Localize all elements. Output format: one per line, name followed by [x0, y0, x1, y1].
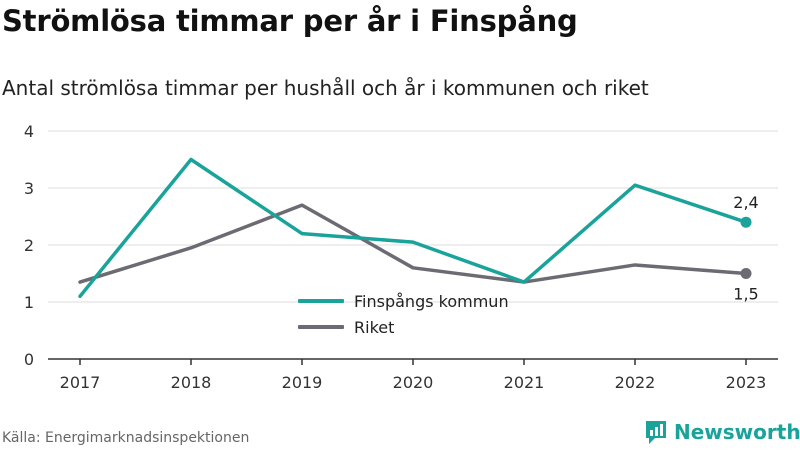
source-note: Källa: Energimarknadsinspektionen: [2, 430, 250, 446]
y-tick-label: 0: [24, 350, 34, 369]
x-tick-label: 2021: [504, 373, 545, 392]
legend: Finspångs kommun Riket: [298, 288, 509, 340]
data-label-riket-2023: 1,5: [733, 285, 758, 304]
x-tick-label: 2020: [393, 373, 434, 392]
series-line-finspang: [78, 157, 748, 299]
chart-title: Strömlösa timmar per år i Finspång: [2, 4, 578, 38]
newsworthy-logo-icon: [646, 421, 666, 444]
data-label-finspang-2023: 2,4: [733, 193, 758, 212]
x-tick-label: 2018: [171, 373, 212, 392]
legend-item-finspang: Finspångs kommun: [298, 288, 509, 314]
y-tick-label: 1: [24, 293, 34, 312]
y-tick-label: 3: [24, 179, 34, 198]
x-tick-label: 2017: [60, 373, 101, 392]
endpoint-marker-finspang: [740, 216, 752, 228]
legend-item-riket: Riket: [298, 314, 509, 340]
y-tick-label: 2: [24, 236, 34, 255]
legend-label-riket: Riket: [354, 317, 395, 337]
brand-logo: Newsworthy: [644, 419, 800, 445]
legend-swatch-riket: [298, 325, 344, 329]
y-tick-label: 4: [24, 122, 34, 141]
legend-label-finspang: Finspångs kommun: [354, 291, 509, 311]
x-tick-label: 2019: [282, 373, 323, 392]
endpoint-marker-riket: [740, 268, 752, 279]
legend-swatch-finspang: [298, 299, 344, 303]
series-line-riket: [78, 203, 748, 284]
brand-name: Newsworthy: [674, 420, 800, 444]
x-tick-label: 2022: [615, 373, 656, 392]
chart-subtitle: Antal strömlösa timmar per hushåll och å…: [2, 76, 649, 100]
x-tick-label: 2023: [726, 373, 767, 392]
